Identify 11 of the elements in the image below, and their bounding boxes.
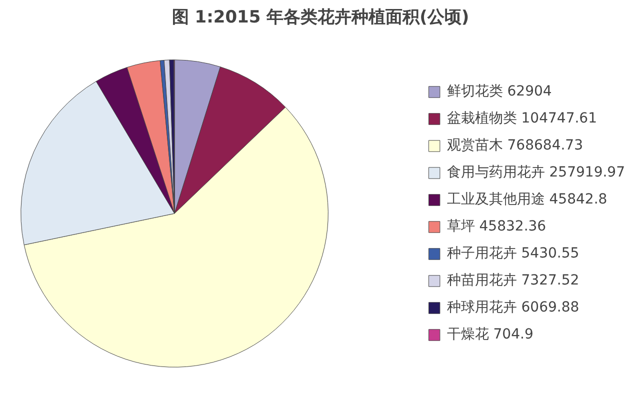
- legend-label: 盆栽植物类 104747.61: [446, 110, 597, 128]
- legend-label: 工业及其他用途 45842.8: [446, 190, 608, 208]
- legend-label: 种子用花卉 5430.55: [446, 244, 580, 262]
- chart-title: 图 1:2015 年各类花卉种植面积(公顷): [172, 8, 470, 28]
- legend-label: 草坪 45832.36: [446, 218, 546, 236]
- legend-label: 观赏苗木 768684.73: [446, 136, 583, 154]
- legend-label: 干燥花 704.9: [446, 326, 534, 344]
- legend-label: 鲜切花类 62904: [446, 82, 552, 100]
- legend-label: 食用与药用花卉 257919.97: [446, 164, 625, 182]
- legend-label: 种球用花卉 6069.88: [446, 298, 580, 316]
- legend-label: 种苗用花卉 7327.52: [446, 272, 580, 290]
